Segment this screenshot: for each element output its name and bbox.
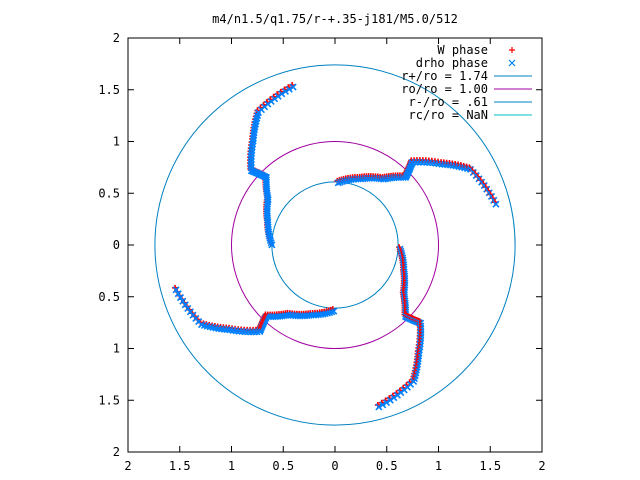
x-tick-label: 2 (124, 459, 131, 473)
y-tick-label: 1.5 (98, 393, 120, 407)
chart-title: m4/n1.5/q1.75/r-+.35-j181/M5.0/512 (212, 12, 458, 26)
legend-label: W phase (437, 43, 488, 57)
legend-label: drho phase (416, 56, 488, 70)
legend-label: r+/ro = 1.74 (401, 69, 488, 83)
y-tick-label: 2 (113, 31, 120, 45)
drho-phase-point (289, 83, 297, 91)
drho-phase-point (181, 301, 189, 309)
drho-phase-point (172, 286, 180, 294)
legend-label: ro/ro = 1.00 (401, 82, 488, 96)
legend-marker (508, 59, 516, 67)
drho-phase-point (179, 297, 187, 305)
y-tick-label: 0.5 (98, 186, 120, 200)
phase-points (172, 82, 500, 411)
y-tick-label: 1 (113, 342, 120, 356)
reference-circle (231, 141, 439, 349)
x-tick-label: 1.5 (169, 459, 191, 473)
x-tick-label: 2 (538, 459, 545, 473)
drho-phase-point (382, 398, 391, 407)
y-tick-label: 1 (113, 135, 120, 149)
reference-circle (271, 181, 399, 309)
x-tick-label: 1 (228, 459, 235, 473)
legend-label: r-/ro = .61 (409, 95, 488, 109)
y-tick-label: 1.5 (98, 83, 120, 97)
legend-label: rc/ro = NaN (409, 108, 488, 122)
x-tick-label: 1 (435, 459, 442, 473)
drho-phase-point (386, 396, 394, 404)
axis-ticks: 2 1.5 1 0.5 0 0.5 1 1.5 221.510.500.511.52 (98, 31, 545, 473)
x-tick-label: 0.5 (376, 459, 398, 473)
drho-phase-point (375, 403, 383, 411)
y-tick-label: 2 (113, 445, 120, 459)
drho-phase-point (390, 394, 398, 402)
drho-phase-point (379, 401, 387, 409)
y-tick-label: 0.5 (98, 290, 120, 304)
drho-phase-point (176, 293, 185, 302)
drho-phase-point (285, 85, 293, 93)
x-tick-label: 0 (331, 459, 338, 473)
drho-phase-point (174, 290, 182, 298)
drho-phase-point (492, 200, 500, 208)
legend-marker (509, 47, 515, 53)
y-tick-label: 0 (113, 238, 120, 252)
x-tick-label: 0.5 (272, 459, 294, 473)
x-tick-label: 1.5 (479, 459, 501, 473)
reference-circle (154, 64, 516, 426)
